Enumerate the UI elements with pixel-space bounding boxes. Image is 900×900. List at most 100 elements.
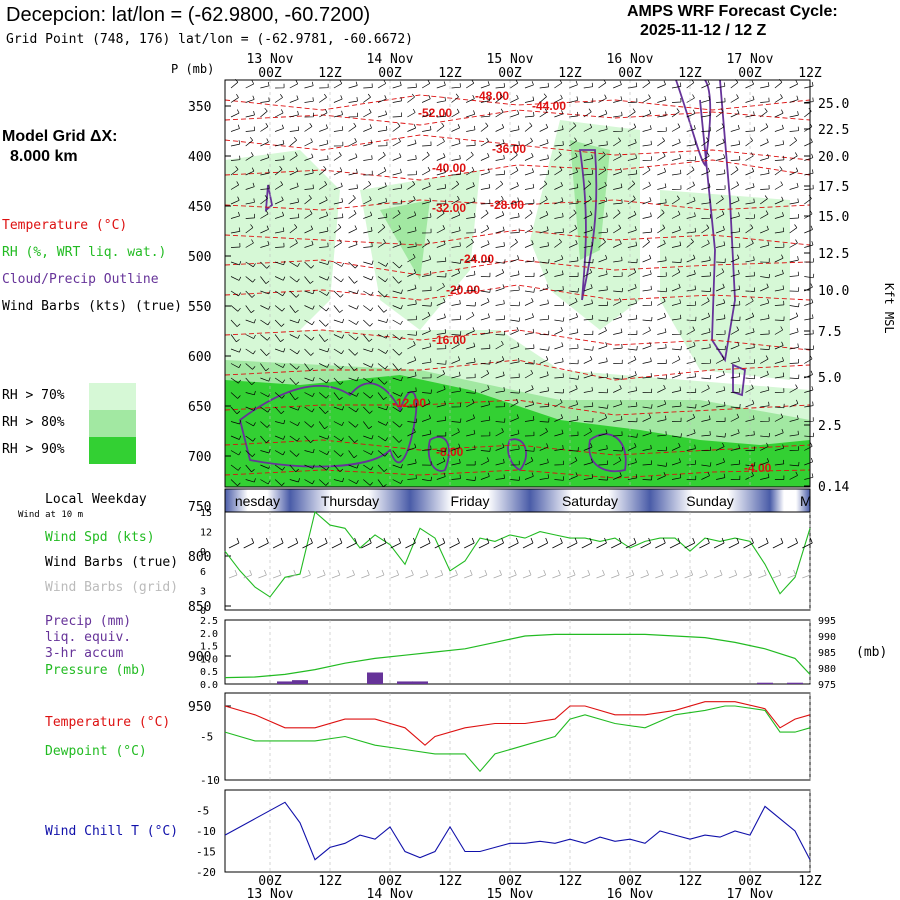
wind-barb: [392, 363, 402, 371]
legend-wind-speed: Wind Spd (kts): [45, 530, 155, 545]
wind-barb: [348, 450, 358, 459]
wind-barb-grid: [787, 569, 796, 579]
wind-barb: [495, 458, 505, 466]
wind-barb: [613, 456, 622, 466]
height-tick-label: 5.0: [818, 371, 841, 386]
wind-barb: [701, 271, 711, 277]
wind-barb: [436, 240, 446, 248]
wind-barb: [392, 392, 403, 397]
wind-barb: [274, 181, 283, 190]
wind-barb: [304, 81, 314, 89]
wind-barb: [333, 261, 345, 267]
wind-barb-true: [787, 537, 798, 549]
wind-barb: [716, 386, 726, 393]
wind-barb: [260, 479, 271, 485]
wind-barb: [730, 388, 741, 393]
wind-barb: [671, 345, 682, 351]
wind-barb: [671, 82, 682, 89]
wind-barb: [686, 156, 697, 161]
wind-barb: [392, 289, 403, 294]
wind-barb: [642, 270, 652, 277]
wind-barb: [304, 240, 314, 248]
wind-barb: [789, 198, 799, 205]
wind-y-tick: 6: [200, 567, 206, 578]
wind-barb: [760, 458, 770, 466]
wind-barb: [495, 371, 505, 379]
wind-barb: [333, 198, 344, 205]
wind-barb: [701, 297, 710, 306]
wind-barb: [701, 328, 711, 335]
wind-barb: [377, 305, 388, 313]
wind-barb: [392, 305, 403, 310]
wind-barb: [657, 328, 667, 335]
wind-barb: [642, 326, 651, 335]
forecast-cycle-label: AMPS WRF Forecast Cycle:: [627, 3, 838, 20]
wind-barb: [627, 330, 638, 335]
wind-barb: [642, 429, 652, 437]
wind-barb: [554, 460, 564, 466]
wind-barb: [289, 478, 300, 483]
legend-precip: Precip (mm): [45, 614, 132, 629]
wind-barb-true: [317, 537, 328, 549]
legend-dewpoint: Dewpoint (°C): [45, 744, 147, 759]
temp-y-tick: -5: [200, 731, 213, 744]
model-grid-label: Model Grid ΔX:: [2, 128, 118, 145]
top-date-label: 16 Nov: [607, 52, 654, 67]
wind-barb: [392, 435, 403, 443]
wind-barb: [260, 195, 268, 205]
wind-barb: [539, 108, 548, 118]
wind-barb: [436, 225, 446, 234]
wind-barb: [642, 373, 652, 379]
wind-barb: [730, 444, 740, 451]
wind-barb: [480, 369, 490, 379]
wind-barb-true: [728, 537, 740, 549]
wind-barb: [804, 225, 813, 234]
weekday-label: Thursday: [321, 493, 379, 509]
wind-barb-grid: [493, 569, 502, 579]
wind-y-tick: 15: [200, 508, 212, 519]
wind-barb: [245, 80, 255, 89]
wind-barb: [304, 464, 315, 469]
wind-barb: [524, 447, 535, 452]
wind-barb: [289, 95, 299, 103]
wind-barb: [451, 331, 462, 336]
wind-barb: [407, 341, 416, 350]
wind-barb: [774, 243, 785, 248]
wind-barb: [554, 181, 563, 190]
wind-barb: [568, 385, 578, 393]
wind-barb: [495, 180, 504, 190]
wind-barb: [804, 417, 814, 422]
precip-panel-frame: [224, 619, 811, 685]
wind-barb: [568, 168, 578, 176]
wind-barb: [260, 363, 270, 372]
wind-barb: [495, 474, 505, 480]
wind-barb-true: [287, 537, 299, 549]
wind-barb: [495, 428, 504, 437]
wind-barb: [568, 297, 578, 306]
wind-barb: [260, 210, 269, 219]
wind-barb-true: [228, 537, 240, 549]
wind-barb: [613, 80, 622, 89]
wind-barb: [760, 97, 770, 103]
wind-barb-grid: [728, 569, 738, 579]
wind-barb: [539, 284, 549, 292]
wind-barb: [583, 82, 594, 89]
wind-barb: [657, 287, 667, 293]
temperature-contour-label: -32.00: [432, 201, 466, 215]
wind-barb: [495, 330, 506, 336]
rh70-area: [225, 150, 340, 330]
wind-barb: [613, 384, 622, 393]
wind-barb: [524, 257, 535, 263]
wind-barb: [392, 406, 403, 413]
wind-barb: [598, 125, 608, 132]
legend-accum: 3-hr accum: [45, 646, 124, 661]
wind-barb: [804, 345, 814, 350]
wind-barb: [377, 95, 387, 103]
wind-barb: [642, 212, 652, 219]
wind-barb: [377, 435, 388, 442]
wind-barb: [686, 372, 696, 379]
wind-barb: [760, 473, 770, 480]
wind-barb: [745, 239, 754, 248]
wind-barb: [392, 334, 403, 341]
wind-barb: [245, 224, 254, 234]
